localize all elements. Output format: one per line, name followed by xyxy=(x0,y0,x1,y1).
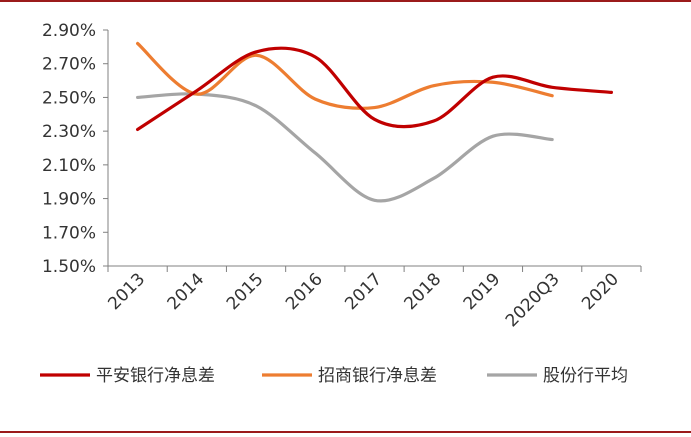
legend-label: 招商银行净息差 xyxy=(318,366,437,386)
series-layer xyxy=(136,41,613,203)
y-tick-label: 2.50% xyxy=(42,88,96,108)
legend: 平安银行净息差 招商银行净息差 股份行平均 xyxy=(40,366,628,386)
y-tick-label: 2.70% xyxy=(42,55,96,75)
y-tick-label: 2.10% xyxy=(42,156,96,176)
y-tick-label: 1.70% xyxy=(42,223,96,243)
x-tick-label: 2020 xyxy=(578,269,623,314)
x-tick-label: 2014 xyxy=(164,269,209,314)
y-tick-label: 1.50% xyxy=(42,257,96,277)
x-tick-label: 2020Q3 xyxy=(502,269,564,331)
top-rule xyxy=(0,0,691,2)
y-tick-label: 2.90% xyxy=(42,21,96,41)
x-tick-label: 2015 xyxy=(223,269,268,314)
bottom-rule xyxy=(0,431,691,433)
x-tick-label: 2017 xyxy=(341,269,386,314)
series-line-0 xyxy=(136,46,613,132)
legend-label: 股份行平均 xyxy=(543,366,628,386)
y-tick-label: 1.90% xyxy=(42,190,96,210)
series-line-2 xyxy=(136,92,554,203)
series-line-1 xyxy=(136,41,554,110)
x-tick-label: 2016 xyxy=(282,269,327,314)
legend-label: 平安银行净息差 xyxy=(96,366,215,386)
y-tick-label: 2.30% xyxy=(42,122,96,142)
x-tick-label: 2018 xyxy=(401,269,446,314)
x-tick-label: 2019 xyxy=(460,269,505,314)
x-tick-label: 2013 xyxy=(104,269,149,314)
